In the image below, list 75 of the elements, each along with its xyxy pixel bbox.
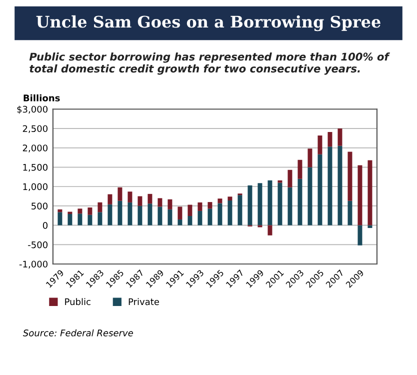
y-tick-label: $3,000 bbox=[17, 106, 48, 114]
bar bbox=[268, 225, 272, 236]
bar bbox=[348, 200, 352, 226]
bar bbox=[328, 146, 332, 226]
legend-label: Public bbox=[65, 298, 90, 306]
y-tick-label: -500 bbox=[28, 241, 48, 248]
bar bbox=[288, 170, 292, 188]
bar bbox=[138, 196, 142, 206]
source-note: Source: Federal Reserve bbox=[22, 329, 133, 336]
bar bbox=[218, 203, 222, 226]
bar bbox=[358, 165, 362, 226]
bar bbox=[288, 187, 292, 226]
bar bbox=[298, 178, 302, 226]
bar bbox=[158, 206, 162, 226]
bar bbox=[188, 216, 192, 226]
y-tick-label: 1,500 bbox=[23, 164, 48, 172]
y-tick-label: -1,000 bbox=[19, 260, 48, 268]
bar bbox=[178, 219, 182, 226]
bar bbox=[58, 209, 62, 212]
bar bbox=[58, 212, 62, 226]
bar bbox=[68, 214, 72, 226]
bar bbox=[358, 225, 362, 246]
y-tick-label: 500 bbox=[32, 202, 48, 210]
bar bbox=[228, 196, 232, 200]
bar bbox=[198, 210, 202, 226]
bar bbox=[88, 214, 92, 226]
bar bbox=[208, 208, 212, 226]
bar bbox=[318, 154, 322, 226]
y-tick-label: 0 bbox=[42, 222, 48, 229]
bar bbox=[318, 135, 322, 154]
bar bbox=[248, 185, 252, 226]
bar bbox=[88, 207, 92, 215]
bar bbox=[368, 225, 372, 228]
y-tick-label: 1,000 bbox=[23, 183, 48, 192]
bar bbox=[258, 183, 262, 226]
bar bbox=[298, 160, 302, 179]
chart-subtitle: Public sector borrowing has represented more than 100% of total domestic credit growth for two consecutive years. bbox=[29, 52, 390, 75]
bar bbox=[308, 167, 312, 226]
bar bbox=[198, 202, 202, 211]
bar bbox=[128, 192, 132, 202]
bar bbox=[278, 182, 282, 226]
bar bbox=[238, 195, 242, 226]
bar bbox=[138, 206, 142, 226]
bar bbox=[338, 146, 342, 226]
bar bbox=[118, 187, 122, 201]
bar bbox=[218, 198, 222, 204]
bar bbox=[308, 148, 312, 168]
bar bbox=[328, 132, 332, 147]
bar bbox=[168, 199, 172, 210]
bar bbox=[228, 200, 232, 226]
legend-label: Private bbox=[128, 298, 159, 306]
y-tick-label: 2,500 bbox=[22, 125, 48, 133]
bar bbox=[108, 204, 112, 226]
bar bbox=[268, 180, 272, 226]
bar bbox=[178, 206, 182, 220]
bar bbox=[188, 204, 192, 216]
bar bbox=[98, 202, 102, 212]
bar bbox=[168, 209, 172, 226]
bar bbox=[128, 202, 132, 226]
bar bbox=[78, 214, 82, 226]
y-tick-label: 2,000 bbox=[22, 144, 48, 152]
bar bbox=[158, 198, 162, 207]
bar bbox=[368, 160, 372, 226]
bar bbox=[208, 202, 212, 209]
bar bbox=[108, 194, 112, 204]
bar bbox=[68, 212, 72, 214]
bar bbox=[148, 194, 152, 204]
bar bbox=[338, 128, 342, 146]
bar bbox=[78, 208, 82, 214]
bar bbox=[98, 212, 102, 226]
bar bbox=[148, 204, 152, 226]
bar bbox=[118, 200, 122, 226]
y-axis-title: Billions bbox=[24, 94, 60, 102]
chart-title: Uncle Sam Goes on a Borrowing Spree bbox=[36, 15, 380, 32]
bar bbox=[348, 152, 352, 201]
